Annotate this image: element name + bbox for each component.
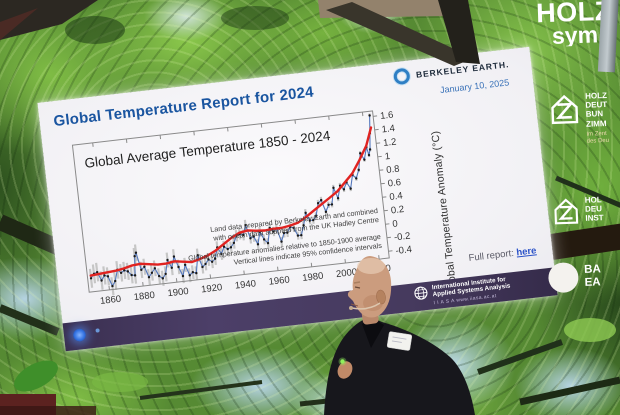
stage-floor-shadow xyxy=(0,406,96,415)
branch xyxy=(543,223,620,261)
svg-text:0.2: 0.2 xyxy=(390,204,404,216)
presenter-ear xyxy=(376,289,386,305)
leaf-cluster xyxy=(564,318,616,342)
house-z-icon xyxy=(554,198,579,225)
svg-text:0: 0 xyxy=(392,218,399,230)
svg-text:1920: 1920 xyxy=(201,282,223,295)
berkeley-earth-ring-icon xyxy=(393,67,412,86)
remote-light xyxy=(340,359,345,364)
branch xyxy=(476,339,564,375)
branch xyxy=(139,380,263,400)
svg-text:1900: 1900 xyxy=(167,286,189,299)
headset-mic-boom xyxy=(351,302,381,310)
branch xyxy=(555,175,620,208)
svg-text:0.8: 0.8 xyxy=(386,164,400,176)
stage-pole xyxy=(597,0,619,73)
svg-text:1: 1 xyxy=(384,151,391,163)
iiasa-logo-block: International Institute for Applied Syst… xyxy=(413,276,512,309)
svg-text:1940: 1940 xyxy=(234,278,256,291)
ceiling-corner-accent xyxy=(0,8,38,40)
y-tick-labels: -0.4-0.20 0.20.4 0.60.81 1.2 1.41.6 xyxy=(373,110,413,257)
smoothed-trend-line xyxy=(89,126,373,277)
svg-text:-0.2: -0.2 xyxy=(393,231,411,244)
ceiling-beam-vertical xyxy=(438,0,480,64)
presenter-suit xyxy=(324,317,475,415)
svg-text:0.4: 0.4 xyxy=(389,191,403,203)
temperature-chart: 186018801900192019401960198020002020-0.4… xyxy=(71,110,413,307)
presenter-brow xyxy=(353,281,361,284)
svg-text:1.4: 1.4 xyxy=(381,123,395,135)
presenter-mouth xyxy=(350,303,359,307)
branch xyxy=(519,376,620,406)
holzbau-institut-logo: HOL DEU INST xyxy=(551,195,604,227)
leaf-cluster xyxy=(92,372,148,392)
leaf-shadow xyxy=(65,16,125,44)
name-badge xyxy=(386,331,413,351)
holzbau-deutschland-logo: HOLZ DEUT BUN ZIMM Im Zent des Deu xyxy=(547,91,609,147)
presenter-eye xyxy=(354,286,361,289)
headset-mic-tip xyxy=(349,306,353,310)
svg-text:0.6: 0.6 xyxy=(387,177,401,189)
chart-frame xyxy=(71,110,390,293)
presenter xyxy=(324,256,475,415)
svg-text:1980: 1980 xyxy=(302,271,324,284)
svg-text:2000: 2000 xyxy=(336,267,358,280)
head-highlight xyxy=(357,258,385,274)
svg-text:-0.4: -0.4 xyxy=(395,244,413,257)
leaf-shadow xyxy=(221,6,289,30)
iiasa-globe-icon xyxy=(414,286,428,300)
svg-text:1860: 1860 xyxy=(100,294,122,307)
temperature-chart-wrap: 186018801900192019401960198020002020-0.4… xyxy=(68,104,434,325)
svg-text:1.6: 1.6 xyxy=(380,110,394,122)
slide-footer-bar: International Institute for Applied Syst… xyxy=(62,267,558,352)
branch xyxy=(0,304,60,336)
symposium-branding-panel: HOLZB sym HOLZ DEUT BUN ZIMM Im Zent des… xyxy=(531,0,620,415)
ceiling-corner-structure xyxy=(0,0,98,40)
svg-text:1960: 1960 xyxy=(268,274,290,287)
house-z-icon xyxy=(551,94,579,125)
leaf-cluster xyxy=(14,360,58,392)
presenter-hand xyxy=(337,361,353,379)
svg-text:1.2: 1.2 xyxy=(383,137,397,149)
presenter-collar xyxy=(362,319,384,348)
presentation-slide: Global Temperature Report for 2024 BERKE… xyxy=(37,46,558,352)
annual-data-points xyxy=(89,114,372,288)
berkeley-earth-brand: BERKELEY EARTH. xyxy=(392,55,510,86)
svg-text:1880: 1880 xyxy=(133,290,155,303)
ceiling-beam-diagonal xyxy=(326,2,474,66)
